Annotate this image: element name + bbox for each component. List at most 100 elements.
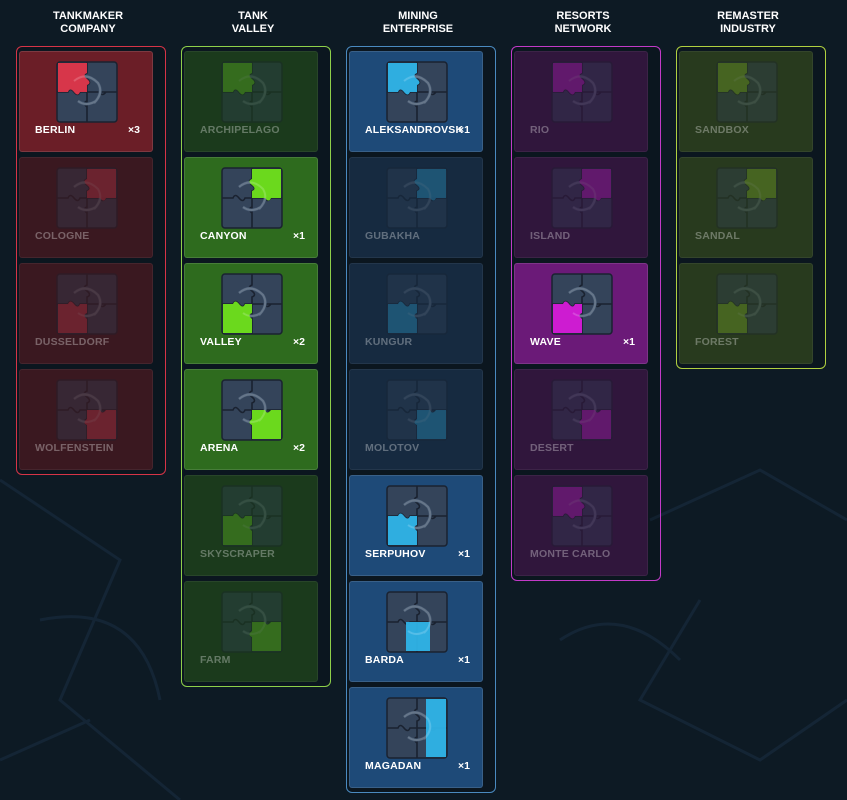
collection-title-line: INDUSTRY bbox=[720, 23, 776, 35]
map-card-berlin[interactable]: BERLIN ×3 bbox=[19, 51, 153, 152]
map-card-island[interactable]: ISLAND bbox=[514, 157, 648, 258]
map-card-wave[interactable]: WAVE ×1 bbox=[514, 263, 648, 364]
map-card-forest[interactable]: FOREST bbox=[679, 263, 813, 364]
collection-title-line: COMPANY bbox=[60, 23, 116, 35]
map-name: ARCHIPELAGO bbox=[200, 124, 280, 136]
collection-card-list: SANDBOX SANDAL FOREST bbox=[676, 46, 826, 369]
collection-title-line: RESORTS bbox=[556, 10, 610, 22]
piece-count: ×1 bbox=[458, 654, 470, 666]
map-name: WAVE bbox=[530, 336, 561, 348]
puzzle-icon bbox=[56, 167, 118, 229]
map-card-valley[interactable]: VALLEY ×2 bbox=[184, 263, 318, 364]
map-card-sandal[interactable]: SANDAL bbox=[679, 157, 813, 258]
collection-title-line: TANK bbox=[238, 10, 268, 22]
map-name: RIO bbox=[530, 124, 550, 136]
map-card-wolfenstein[interactable]: WOLFENSTEIN bbox=[19, 369, 153, 470]
puzzle-icon bbox=[221, 273, 283, 335]
map-name: ARENA bbox=[200, 442, 239, 454]
map-name: KUNGUR bbox=[365, 336, 413, 348]
map-card-rio[interactable]: RIO bbox=[514, 51, 648, 152]
piece-count: ×3 bbox=[128, 124, 140, 136]
puzzle-icon bbox=[551, 61, 613, 123]
collection-title: TANK VALLEY bbox=[178, 10, 328, 36]
map-card-cologne[interactable]: COLOGNE bbox=[19, 157, 153, 258]
collection-card-list: RIO ISLAND WAVE ×1 DESERT MONTE CARLO bbox=[511, 46, 661, 581]
puzzle-icon bbox=[221, 591, 283, 653]
collection-title: RESORTS NETWORK bbox=[508, 10, 658, 36]
map-name: ALEKSANDROVSK bbox=[365, 124, 464, 136]
puzzle-icon bbox=[56, 379, 118, 441]
map-name: MONTE CARLO bbox=[530, 548, 611, 560]
collection-title-line: ENTERPRISE bbox=[382, 23, 454, 35]
collection-card-list: BERLIN ×3 COLOGNE DUSSELDORF WOLFENSTEIN bbox=[16, 46, 166, 475]
map-card-magadan[interactable]: MAGADAN ×1 bbox=[349, 687, 483, 788]
map-card-farm[interactable]: FARM bbox=[184, 581, 318, 682]
map-card-molotov[interactable]: MOLOTOV bbox=[349, 369, 483, 470]
piece-count: ×1 bbox=[293, 230, 305, 242]
map-card-skyscraper[interactable]: SKYSCRAPER bbox=[184, 475, 318, 576]
puzzle-icon bbox=[551, 379, 613, 441]
puzzle-icon bbox=[56, 273, 118, 335]
map-name: DESERT bbox=[530, 442, 574, 454]
puzzle-icon bbox=[221, 379, 283, 441]
collection-title-line: TANKMAKER bbox=[52, 10, 124, 22]
puzzle-icon bbox=[551, 273, 613, 335]
puzzle-icon bbox=[551, 167, 613, 229]
puzzle-icon bbox=[221, 61, 283, 123]
map-name: VALLEY bbox=[200, 336, 242, 348]
puzzle-icon bbox=[386, 485, 448, 547]
map-name: ISLAND bbox=[530, 230, 571, 242]
puzzle-icon bbox=[221, 485, 283, 547]
collection-title-line: VALLEY bbox=[231, 23, 275, 35]
piece-count: ×1 bbox=[458, 760, 470, 772]
map-name: CANYON bbox=[200, 230, 247, 242]
map-card-kungur[interactable]: KUNGUR bbox=[349, 263, 483, 364]
piece-count: ×1 bbox=[458, 124, 470, 136]
map-card-serpuhov[interactable]: SERPUHOV ×1 bbox=[349, 475, 483, 576]
collection-title-line: NETWORK bbox=[554, 23, 612, 35]
collection-card-list: ARCHIPELAGO CANYON ×1 VALLEY ×2 ARENA ×2 SKYSCR… bbox=[181, 46, 331, 687]
collection-card-list: ALEKSANDROVSK ×1 GUBAKHA KUNGUR MOLOTOV SERPU… bbox=[346, 46, 496, 793]
collection-title: TANKMAKER COMPANY bbox=[13, 10, 163, 36]
puzzle-icon bbox=[551, 485, 613, 547]
collection-title-line: MINING bbox=[398, 10, 438, 22]
piece-count: ×1 bbox=[458, 548, 470, 560]
collection-title: MINING ENTERPRISE bbox=[343, 10, 493, 36]
map-name: DUSSELDORF bbox=[35, 336, 110, 348]
piece-count: ×2 bbox=[293, 442, 305, 454]
piece-count: ×1 bbox=[623, 336, 635, 348]
map-name: FARM bbox=[200, 654, 231, 666]
puzzle-icon bbox=[386, 379, 448, 441]
puzzle-icon bbox=[716, 273, 778, 335]
collection-title-line: REMASTER bbox=[717, 10, 779, 22]
map-name: SERPUHOV bbox=[365, 548, 426, 560]
map-name: WOLFENSTEIN bbox=[35, 442, 114, 454]
puzzle-icon bbox=[386, 697, 448, 759]
map-card-desert[interactable]: DESERT bbox=[514, 369, 648, 470]
map-name: SANDBOX bbox=[695, 124, 749, 136]
puzzle-icon bbox=[386, 591, 448, 653]
puzzle-icon bbox=[716, 61, 778, 123]
map-name: MAGADAN bbox=[365, 760, 422, 772]
map-name: MOLOTOV bbox=[365, 442, 420, 454]
map-card-archipelago[interactable]: ARCHIPELAGO bbox=[184, 51, 318, 152]
map-name: SKYSCRAPER bbox=[200, 548, 275, 560]
map-name: FOREST bbox=[695, 336, 739, 348]
map-card-monte-carlo[interactable]: MONTE CARLO bbox=[514, 475, 648, 576]
map-card-dusseldorf[interactable]: DUSSELDORF bbox=[19, 263, 153, 364]
map-name: SANDAL bbox=[695, 230, 740, 242]
map-card-sandbox[interactable]: SANDBOX bbox=[679, 51, 813, 152]
map-card-gubakha[interactable]: GUBAKHA bbox=[349, 157, 483, 258]
puzzle-icon bbox=[56, 61, 118, 123]
map-name: COLOGNE bbox=[35, 230, 90, 242]
map-name: BARDA bbox=[365, 654, 404, 666]
puzzle-icon bbox=[386, 273, 448, 335]
piece-count: ×2 bbox=[293, 336, 305, 348]
puzzle-icon bbox=[716, 167, 778, 229]
map-card-arena[interactable]: ARENA ×2 bbox=[184, 369, 318, 470]
collection-title: REMASTER INDUSTRY bbox=[673, 10, 823, 36]
map-card-aleksandrovsk[interactable]: ALEKSANDROVSK ×1 bbox=[349, 51, 483, 152]
map-card-canyon[interactable]: CANYON ×1 bbox=[184, 157, 318, 258]
map-card-barda[interactable]: BARDA ×1 bbox=[349, 581, 483, 682]
puzzle-icon bbox=[221, 167, 283, 229]
